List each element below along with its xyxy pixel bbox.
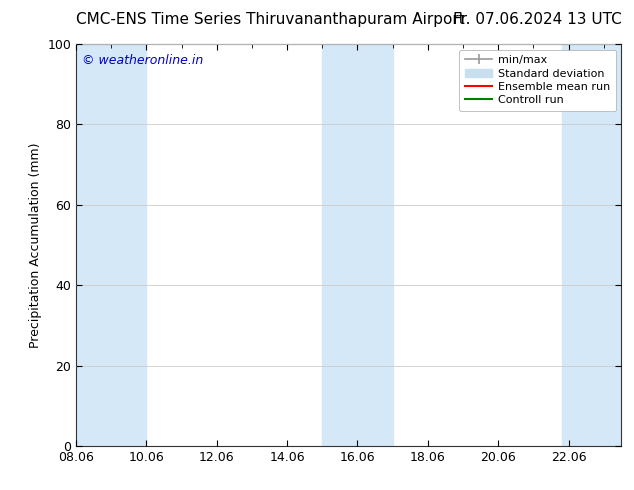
- Legend: min/max, Standard deviation, Ensemble mean run, Controll run: min/max, Standard deviation, Ensemble me…: [459, 49, 616, 111]
- Text: CMC-ENS Time Series Thiruvananthapuram Airport: CMC-ENS Time Series Thiruvananthapuram A…: [76, 12, 465, 27]
- Bar: [76, 44, 146, 446]
- Y-axis label: Precipitation Accumulation (mm): Precipitation Accumulation (mm): [29, 142, 42, 348]
- Text: Fr. 07.06.2024 13 UTC: Fr. 07.06.2024 13 UTC: [453, 12, 621, 27]
- Bar: [562, 44, 621, 446]
- Bar: [322, 44, 392, 446]
- Text: © weatheronline.in: © weatheronline.in: [82, 54, 203, 67]
